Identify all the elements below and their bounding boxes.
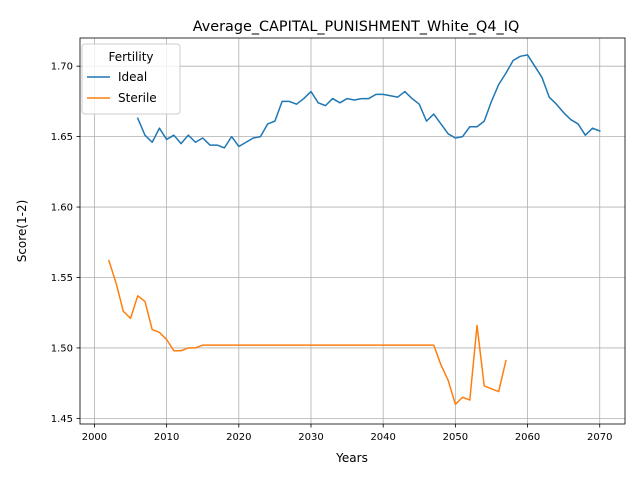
legend: Fertility Ideal Sterile — [81, 43, 181, 115]
series-line-ideal — [136, 54, 601, 149]
x-tick-label: 2000 — [82, 432, 107, 443]
legend-label-sterile: Sterile — [118, 91, 157, 105]
y-tick-label: 1.65 — [51, 132, 73, 143]
x-tick-label: 2060 — [515, 432, 540, 443]
axis-ticks: 2000 2010 2020 2030 2040 2050 2060 2070 1.45 1.50… — [51, 62, 613, 443]
x-tick-label: 2010 — [154, 432, 179, 443]
y-tick-label: 1.45 — [51, 414, 73, 425]
legend-label-ideal: Ideal — [118, 70, 147, 84]
x-tick-label: 2070 — [587, 432, 612, 443]
y-tick-label: 1.55 — [51, 273, 73, 284]
y-tick-label: 1.50 — [51, 343, 73, 354]
y-axis-label: Score(1-2) — [15, 200, 29, 263]
y-tick-label: 1.70 — [51, 62, 73, 73]
y-tick-label: 1.60 — [51, 203, 73, 214]
x-axis-label: Years — [335, 451, 368, 465]
x-tick-label: 2050 — [443, 432, 468, 443]
grid-lines — [80, 38, 625, 424]
legend-box — [81, 43, 181, 115]
x-tick-label: 2040 — [370, 432, 395, 443]
legend-title: Fertility — [108, 50, 153, 64]
x-tick-label: 2020 — [226, 432, 251, 443]
series-line-sterile — [107, 259, 507, 406]
series-lines — [107, 54, 601, 406]
x-tick-label: 2030 — [298, 432, 323, 443]
chart-title: Average_CAPITAL_PUNISHMENT_White_Q4_IQ — [193, 19, 520, 35]
plot-area-frame — [79, 37, 626, 425]
